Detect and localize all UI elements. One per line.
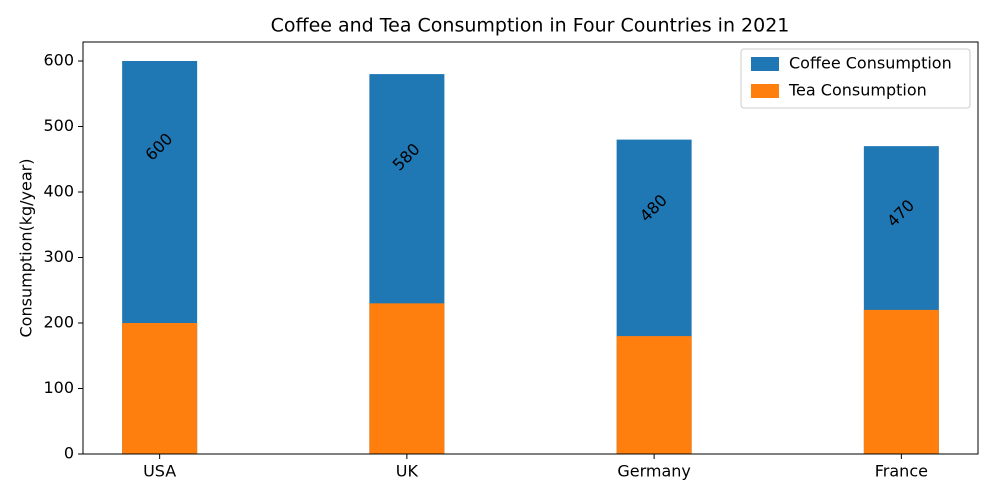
legend-box (740, 48, 971, 109)
x-tick-label: France (875, 462, 928, 481)
bar (122, 322, 198, 454)
legend-label: Coffee Consumption (789, 54, 952, 73)
bar (616, 336, 692, 454)
legend-swatch (751, 84, 779, 98)
legend-label: Tea Consumption (788, 81, 927, 100)
y-tick-label: 500 (43, 116, 74, 135)
chart-title: Coffee and Tea Consumption in Four Count… (271, 15, 790, 37)
legend-swatch (751, 57, 779, 71)
y-tick-label: 600 (43, 50, 74, 69)
y-axis-label: Consumption(kg/year) (17, 159, 36, 338)
bar (863, 309, 939, 454)
y-tick-label: 0 (64, 444, 74, 463)
y-tick-label: 300 (43, 247, 74, 266)
bar (369, 303, 445, 454)
x-tick-label: USA (143, 462, 176, 481)
y-tick-label: 400 (43, 181, 74, 200)
plot-frame (82, 41, 979, 455)
x-tick-label: UK (396, 462, 419, 481)
y-tick-label: 100 (43, 378, 74, 397)
y-tick-label: 200 (43, 312, 74, 331)
x-tick-label: Germany (617, 462, 691, 481)
